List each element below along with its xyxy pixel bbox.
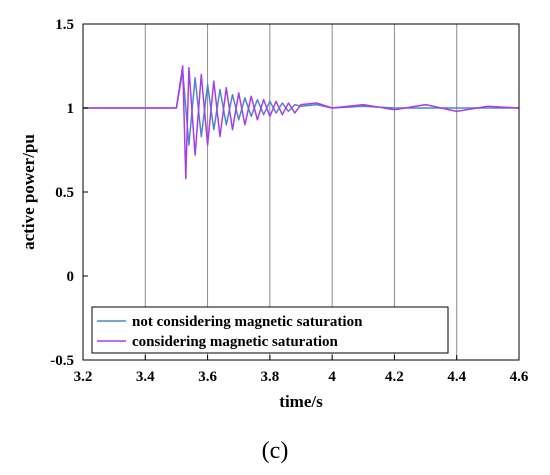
x-tick-label: 4.2 [385, 369, 404, 385]
x-tick-label: 3.4 [136, 369, 155, 385]
y-tick-label: 0 [67, 269, 75, 285]
x-tick-label: 3.2 [74, 369, 93, 385]
y-tick-label: 0.5 [55, 185, 74, 201]
series-lines [83, 65, 520, 180]
panel-label: (c) [262, 438, 289, 464]
axis-ticks: 3.2 3.4 3.6 3.8 4 4.2 4.4 4.6 -0.5 0 0.5 1 1.5 [50, 17, 529, 385]
x-tick-label: 4 [328, 369, 336, 385]
y-tick-label: 1 [67, 101, 75, 117]
x-tick-label: 3.6 [198, 369, 217, 385]
x-tick-label: 4.4 [447, 369, 466, 385]
legend: not considering magnetic saturation cons… [91, 306, 449, 354]
x-tick-label: 3.8 [260, 369, 279, 385]
x-axis-label: time/s [279, 392, 323, 411]
y-tick-label: 1.5 [55, 17, 74, 33]
y-axis-label: active power/pu [19, 134, 38, 250]
legend-label-series-1: considering magnetic saturation [132, 334, 338, 350]
x-tick-label: 4.6 [510, 369, 529, 385]
legend-box [91, 306, 449, 354]
y-tick-label: -0.5 [50, 353, 74, 369]
grid-lines [144, 24, 458, 360]
legend-label-series-0: not considering magnetic saturation [132, 314, 363, 330]
series-line-1 [83, 65, 520, 180]
